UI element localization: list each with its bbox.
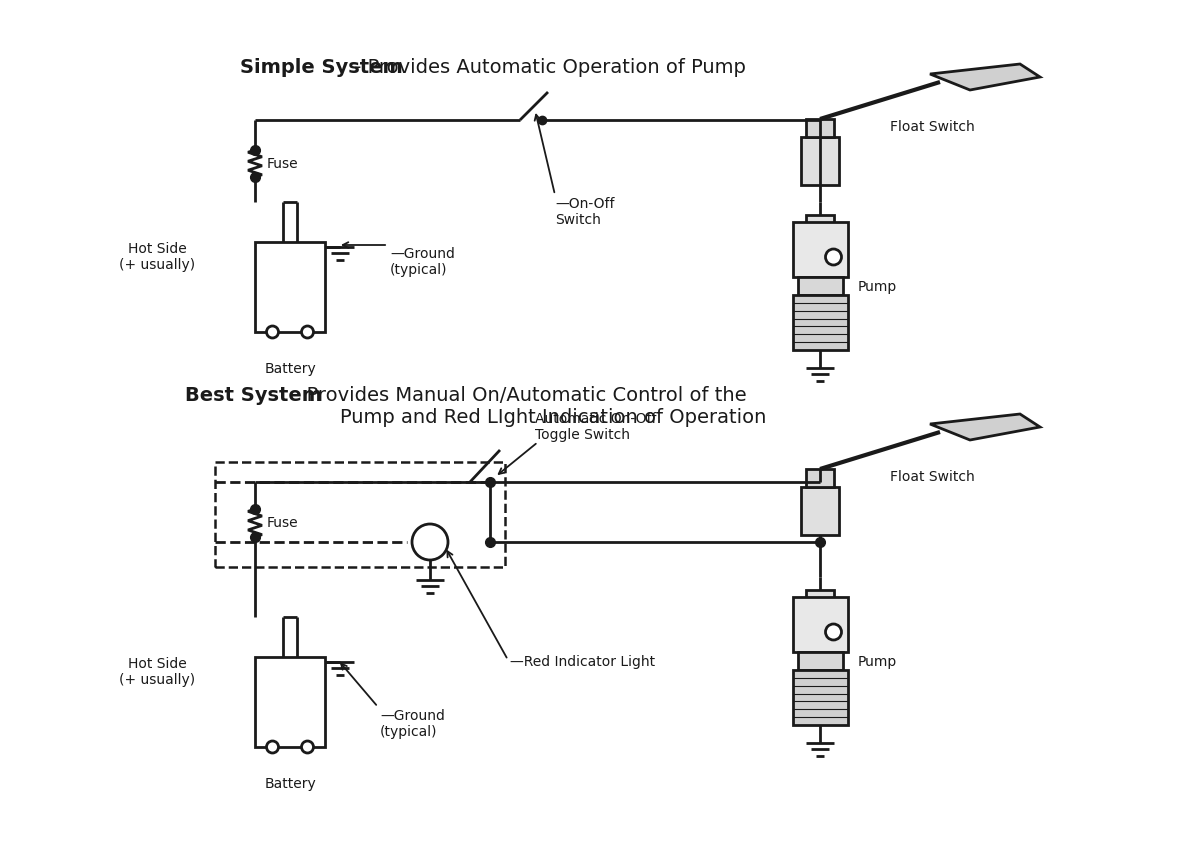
- FancyBboxPatch shape: [792, 295, 847, 350]
- Text: —Red Indicator Light: —Red Indicator Light: [510, 655, 655, 669]
- Text: Hot Side
(+ usually): Hot Side (+ usually): [119, 242, 194, 273]
- FancyBboxPatch shape: [798, 652, 842, 670]
- FancyBboxPatch shape: [792, 597, 847, 652]
- Polygon shape: [930, 64, 1040, 90]
- FancyBboxPatch shape: [802, 137, 839, 185]
- Circle shape: [266, 326, 278, 338]
- Text: Battery: Battery: [264, 362, 316, 376]
- Text: —On-Off
Switch: —On-Off Switch: [554, 197, 614, 227]
- Text: —Ground
(typical): —Ground (typical): [380, 709, 445, 740]
- Text: - Provides Manual On/Automatic Control of the: - Provides Manual On/Automatic Control o…: [287, 386, 746, 405]
- Text: Float Switch: Float Switch: [890, 120, 974, 134]
- Circle shape: [301, 741, 313, 753]
- Text: Simple System: Simple System: [240, 57, 403, 76]
- Circle shape: [826, 249, 841, 265]
- Text: Pump: Pump: [858, 655, 898, 669]
- Text: Fuse: Fuse: [266, 157, 299, 171]
- FancyBboxPatch shape: [806, 119, 834, 137]
- Text: Pump: Pump: [858, 280, 898, 294]
- FancyBboxPatch shape: [806, 469, 834, 487]
- FancyBboxPatch shape: [798, 277, 842, 295]
- Text: Battery: Battery: [264, 777, 316, 791]
- Circle shape: [301, 326, 313, 338]
- FancyBboxPatch shape: [792, 222, 847, 277]
- Circle shape: [826, 624, 841, 640]
- FancyBboxPatch shape: [802, 487, 839, 535]
- Text: Hot Side
(+ usually): Hot Side (+ usually): [119, 657, 194, 687]
- Text: Fuse: Fuse: [266, 516, 299, 530]
- FancyBboxPatch shape: [806, 590, 834, 612]
- Text: Pump and Red LIght Indication of Operation: Pump and Red LIght Indication of Operati…: [340, 407, 767, 427]
- Text: Float Switch: Float Switch: [890, 470, 974, 484]
- Circle shape: [412, 524, 448, 560]
- Text: Automatic On-Off
Toggle Switch: Automatic On-Off Toggle Switch: [535, 412, 656, 442]
- Polygon shape: [930, 414, 1040, 440]
- FancyBboxPatch shape: [792, 670, 847, 725]
- Circle shape: [266, 741, 278, 753]
- Text: Best System: Best System: [185, 386, 322, 405]
- FancyBboxPatch shape: [256, 242, 325, 332]
- Text: - Provides Automatic Operation of Pump: - Provides Automatic Operation of Pump: [348, 57, 746, 76]
- FancyBboxPatch shape: [256, 657, 325, 747]
- Text: —Ground
(typical): —Ground (typical): [390, 247, 455, 277]
- FancyBboxPatch shape: [806, 215, 834, 237]
